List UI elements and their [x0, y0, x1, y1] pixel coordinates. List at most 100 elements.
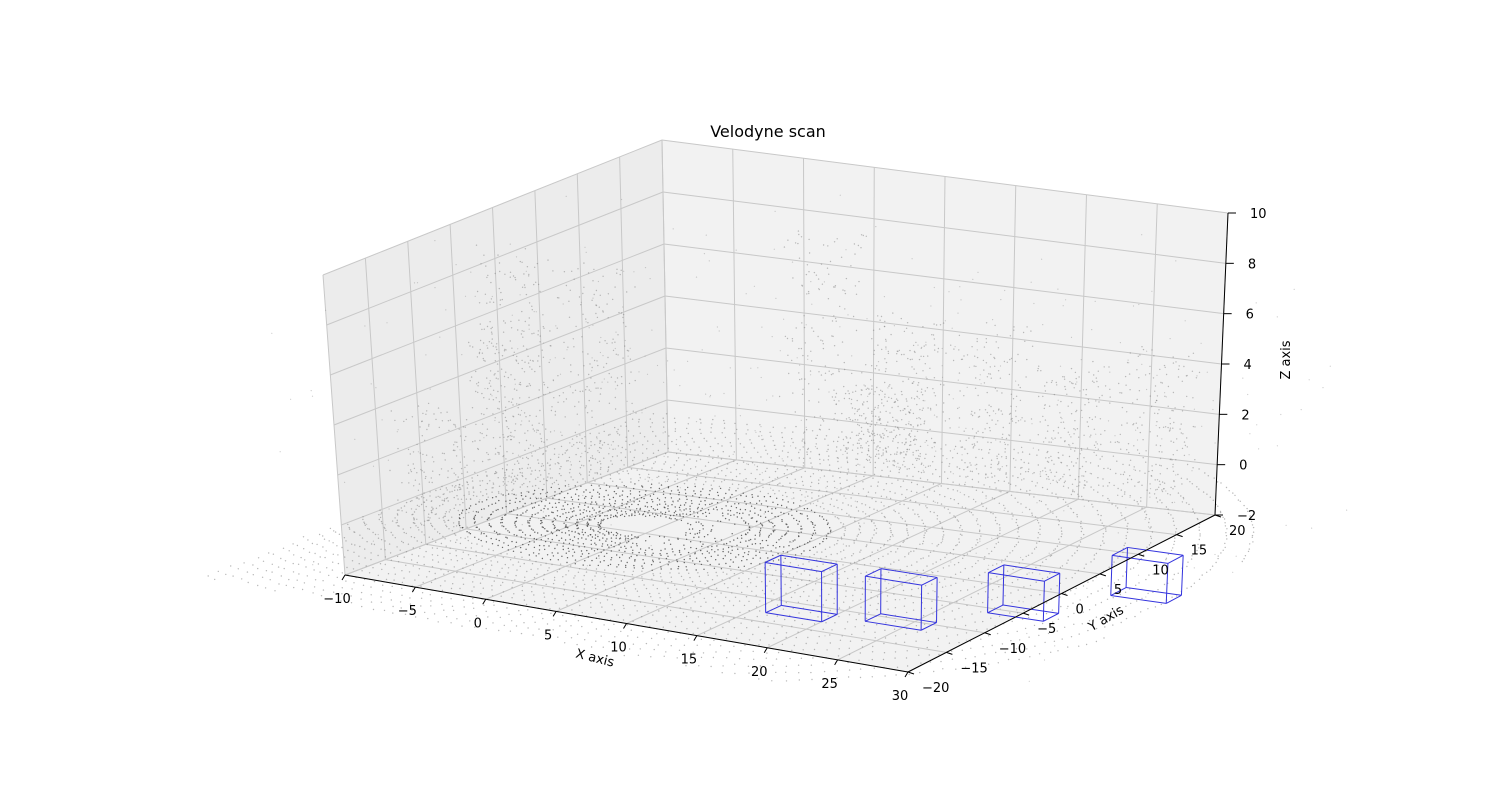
data-point — [533, 489, 536, 492]
data-point — [598, 493, 601, 495]
data-point — [698, 665, 700, 667]
data-point — [981, 491, 984, 493]
data-point — [1001, 643, 1004, 645]
data-point — [944, 495, 946, 498]
data-point — [610, 514, 612, 516]
data-point — [861, 587, 864, 589]
data-point — [1071, 555, 1073, 557]
data-point — [832, 512, 834, 514]
data-point — [686, 480, 688, 482]
data-point — [385, 578, 388, 581]
data-point — [409, 603, 412, 605]
data-point — [1075, 377, 1077, 380]
data-point — [360, 591, 363, 594]
data-point — [990, 472, 993, 474]
data-point — [933, 338, 935, 340]
data-point — [1087, 581, 1089, 583]
data-point — [735, 507, 738, 509]
data-point — [950, 471, 952, 473]
data-point — [1050, 455, 1052, 458]
data-point — [817, 482, 820, 485]
data-point — [738, 483, 740, 486]
data-point — [822, 343, 824, 345]
data-point — [403, 577, 405, 579]
data-point — [918, 504, 921, 506]
data-point — [739, 611, 741, 614]
data-point — [520, 632, 523, 635]
data-point — [598, 485, 600, 487]
data-point — [293, 586, 295, 589]
data-point — [851, 492, 854, 494]
data-point — [890, 529, 892, 532]
data-point — [860, 572, 862, 575]
data-point — [863, 401, 865, 403]
data-point — [805, 583, 808, 586]
data-point — [827, 459, 829, 461]
data-point — [482, 587, 484, 589]
data-point — [576, 481, 579, 483]
data-point — [506, 489, 508, 492]
data-point — [873, 667, 875, 669]
data-point — [405, 532, 407, 535]
data-point — [493, 530, 496, 532]
data-point — [1126, 449, 1128, 451]
data-point — [1199, 533, 1201, 535]
data-point — [647, 440, 649, 442]
data-point — [620, 425, 622, 427]
data-point — [699, 593, 701, 595]
data-point — [627, 430, 630, 432]
data-point — [772, 489, 774, 491]
data-point — [479, 484, 481, 487]
data-point — [1084, 471, 1087, 473]
data-point — [767, 625, 769, 628]
data-point — [878, 416, 880, 418]
data-point — [645, 621, 647, 623]
data-point — [277, 566, 280, 568]
data-point — [283, 567, 285, 570]
data-point — [883, 505, 885, 507]
data-point — [863, 557, 865, 560]
data-point — [988, 404, 990, 406]
data-point — [694, 493, 696, 495]
data-point — [565, 519, 567, 522]
data-point — [1011, 550, 1014, 552]
data-point — [579, 513, 582, 515]
data-point — [341, 587, 343, 589]
data-point — [337, 562, 340, 565]
data-point — [885, 622, 887, 624]
data-point — [690, 468, 692, 470]
data-point — [412, 547, 414, 549]
data-point — [899, 410, 902, 412]
data-point — [661, 579, 663, 581]
data-point — [572, 479, 574, 481]
data-point — [565, 524, 567, 526]
data-point — [632, 578, 634, 580]
data-point — [877, 457, 880, 459]
data-point — [696, 644, 698, 646]
data-point — [577, 521, 579, 523]
data-point — [905, 574, 907, 577]
data-point — [1220, 552, 1222, 554]
data-point — [641, 570, 643, 572]
data-point — [480, 491, 482, 493]
data-point — [941, 461, 943, 463]
data-point — [1067, 605, 1069, 608]
data-point — [1093, 381, 1095, 384]
data-point — [426, 543, 428, 546]
data-point — [944, 556, 946, 559]
data-point — [617, 487, 619, 489]
data-point — [737, 548, 739, 550]
data-point — [1097, 448, 1100, 450]
data-point — [755, 606, 758, 608]
data-point — [621, 499, 624, 501]
data-point — [1004, 584, 1006, 586]
data-point — [614, 646, 616, 649]
data-point — [754, 543, 757, 545]
data-point — [370, 543, 373, 545]
data-point — [541, 557, 544, 560]
data-point — [486, 518, 489, 521]
data-point — [595, 612, 597, 614]
data-point — [616, 512, 619, 514]
data-point — [772, 664, 774, 666]
data-point — [600, 635, 602, 637]
